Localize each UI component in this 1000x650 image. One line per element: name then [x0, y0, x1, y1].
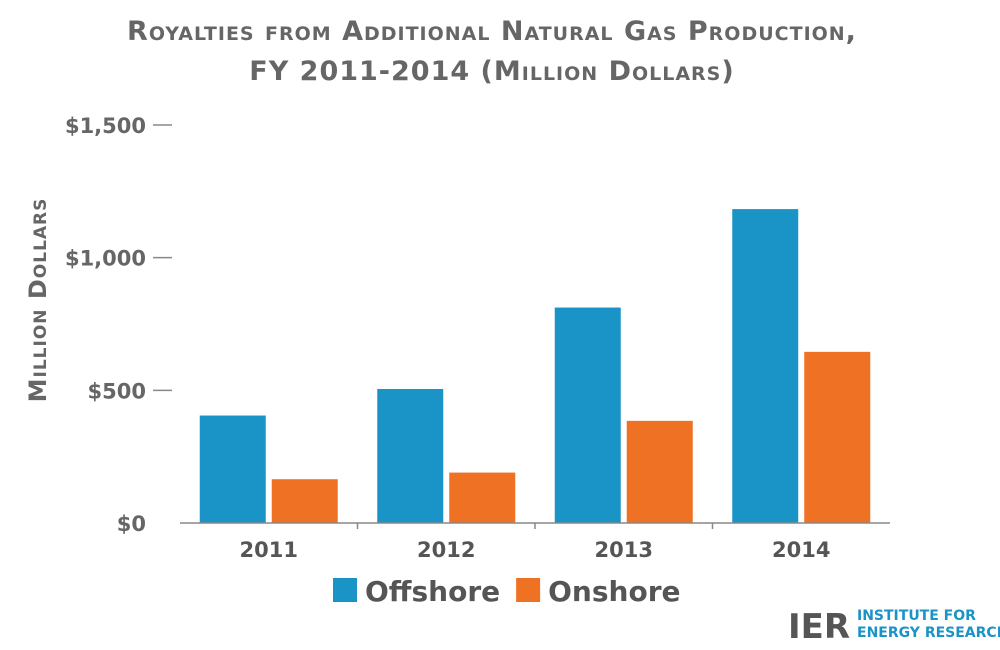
legend: Offshore Onshore	[333, 575, 681, 608]
ier-logo: IER INSTITUTE FOR ENERGY RESEARCH	[788, 607, 1000, 647]
x-tick-label: 2014	[772, 538, 830, 562]
bar-onshore-2013	[626, 420, 693, 523]
y-axis-label: Million Dollars	[24, 198, 52, 403]
bar-offshore-2014	[732, 209, 799, 524]
y-tick-label: $1,500	[65, 114, 146, 138]
legend-label-onshore: Onshore	[548, 575, 680, 608]
bar-onshore-2012	[449, 472, 516, 523]
legend-swatch-offshore	[333, 578, 357, 602]
y-tick-label: $500	[88, 379, 146, 403]
bars	[199, 209, 871, 524]
logo-line2: ENERGY RESEARCH	[857, 625, 1000, 641]
legend-swatch-onshore	[516, 578, 541, 602]
chart-subtitle: FY 2011-2014 (Million Dollars)	[249, 56, 734, 87]
logo-mark: IER	[788, 607, 850, 647]
bar-offshore-2011	[199, 415, 266, 523]
logo-line1: INSTITUTE FOR	[857, 608, 976, 624]
x-tick-label: 2013	[595, 538, 653, 562]
x-axis: 2011 2012 2013 2014	[180, 522, 890, 562]
y-tick-label: $0	[117, 512, 146, 536]
chart-title: Royalties from Additional Natural Gas Pr…	[127, 16, 857, 47]
bar-onshore-2011	[271, 479, 338, 523]
bar-offshore-2013	[554, 307, 621, 523]
bar-onshore-2014	[804, 351, 871, 523]
y-axis: $0 $500 $1,000 $1,500	[65, 114, 172, 536]
x-tick-label: 2011	[240, 538, 298, 562]
x-tick-label: 2012	[417, 538, 475, 562]
legend-label-offshore: Offshore	[365, 575, 500, 608]
y-tick-label: $1,000	[65, 247, 146, 271]
bar-offshore-2012	[377, 389, 444, 523]
